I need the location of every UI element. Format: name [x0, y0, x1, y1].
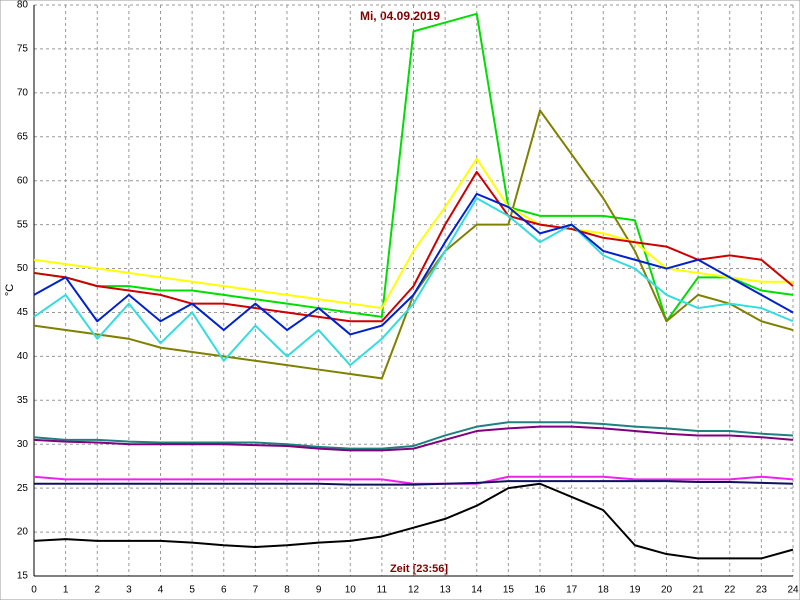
x-axis-label: Zeit [23:56] [390, 563, 448, 575]
x-tick-label: 17 [566, 585, 578, 596]
x-tick-label: 5 [189, 585, 195, 596]
y-tick-label: 30 [17, 439, 29, 450]
x-tick-label: 9 [316, 585, 322, 596]
y-tick-label: 45 [17, 307, 29, 318]
x-tick-label: 20 [661, 585, 673, 596]
x-tick-label: 0 [31, 585, 37, 596]
series-line [33, 421, 794, 450]
y-tick-label: 60 [17, 175, 29, 186]
x-tick-label: 6 [221, 585, 227, 596]
x-tick-label: 7 [253, 585, 259, 596]
series-line [34, 480, 794, 486]
series-line [33, 197, 794, 367]
y-tick-label: 40 [17, 351, 29, 362]
x-tick-label: 23 [756, 585, 768, 596]
x-tick-label: 11 [377, 585, 388, 596]
y-tick-label: 25 [17, 483, 29, 494]
y-tick-label: 70 [17, 87, 29, 98]
chart-title: Mi, 04.09.2019 [360, 9, 440, 23]
x-tick-label: 22 [724, 585, 736, 596]
x-tick-label: 3 [126, 585, 132, 596]
x-tick-label: 14 [471, 585, 483, 596]
y-axis-label: °C [4, 284, 16, 296]
y-tick-label: 20 [17, 527, 29, 538]
y-tick-label: 15 [17, 571, 29, 582]
x-tick-label: 1 [63, 585, 69, 596]
series-line [33, 170, 794, 323]
series-line [33, 425, 794, 452]
x-tick-label: 18 [598, 585, 610, 596]
x-tick-label: 13 [440, 585, 452, 596]
x-tick-label: 19 [629, 585, 641, 596]
y-tick-label: 80 [17, 0, 29, 11]
y-tick-label: 65 [17, 131, 29, 142]
y-tick-label: 75 [17, 44, 29, 55]
x-tick-label: 4 [158, 585, 164, 596]
x-tick-label: 10 [345, 585, 357, 596]
series-line [33, 192, 794, 336]
y-tick-label: 50 [17, 263, 29, 274]
series-line [33, 482, 794, 560]
x-tick-label: 8 [284, 585, 290, 596]
x-tick-label: 15 [503, 585, 515, 596]
x-tick-label: 24 [787, 585, 799, 596]
y-tick-label: 35 [17, 395, 29, 406]
x-tick-label: 16 [534, 585, 546, 596]
x-tick-label: 2 [94, 585, 100, 596]
x-tick-label: 21 [693, 585, 705, 596]
x-tick-label: 12 [408, 585, 420, 596]
y-tick-label: 55 [17, 219, 29, 230]
